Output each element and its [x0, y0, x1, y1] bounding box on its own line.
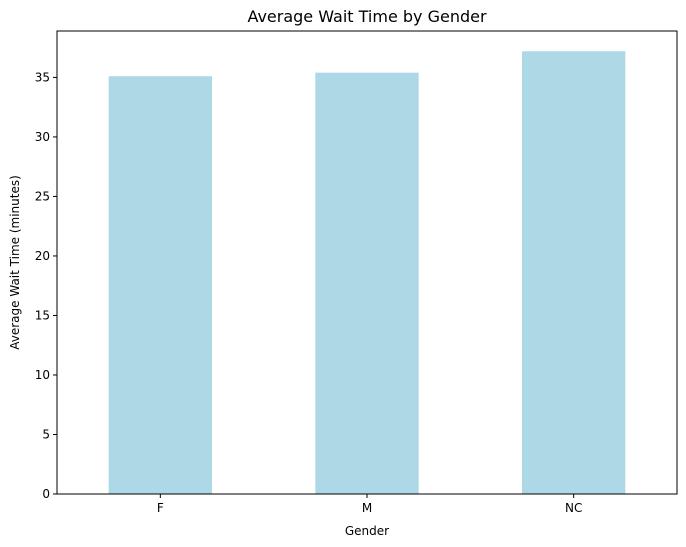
y-tick-label: 0	[42, 487, 50, 501]
bar-m	[315, 72, 419, 495]
y-axis-ticks: 0 5 10 15 20 25 30 35	[35, 70, 57, 501]
x-tick-label: M	[362, 501, 372, 515]
y-axis-label: Average Wait Time (minutes)	[8, 175, 22, 350]
y-tick-label: 35	[35, 70, 50, 84]
y-tick-label: 10	[35, 368, 50, 382]
y-tick-label: 15	[35, 308, 50, 322]
y-tick-label: 25	[35, 189, 50, 203]
x-tick-label: NC	[565, 501, 582, 515]
x-axis-ticks: F M NC	[157, 494, 582, 515]
chart-title: Average Wait Time by Gender	[247, 7, 487, 26]
bars-group	[108, 51, 626, 495]
bar-nc	[522, 51, 626, 494]
plot-frame	[56, 30, 678, 495]
y-tick-label: 5	[42, 427, 50, 441]
x-axis-label: Gender	[345, 524, 389, 538]
y-tick-label: 30	[35, 130, 50, 144]
x-tick-label: F	[157, 501, 164, 515]
bar-f	[108, 76, 212, 494]
y-tick-label: 20	[35, 249, 50, 263]
